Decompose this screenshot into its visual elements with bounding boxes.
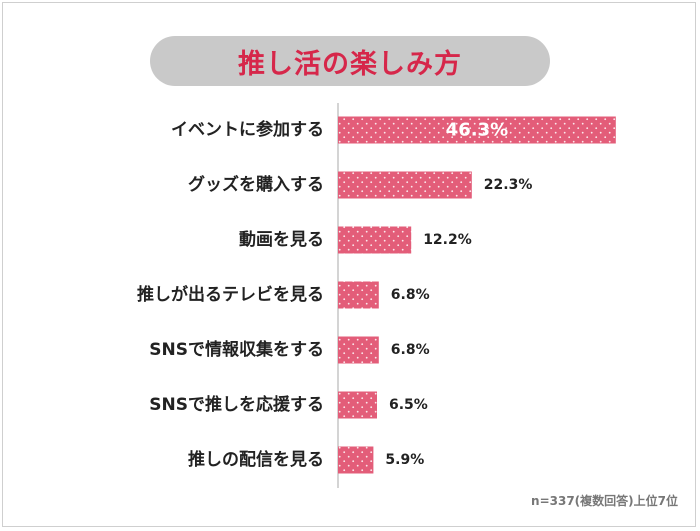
bar [338, 281, 379, 309]
category-label: 推しが出るテレビを見る [137, 284, 324, 305]
category-label: 動画を見る [239, 229, 324, 250]
value-label: 5.9% [385, 452, 424, 468]
category-label: グッズを購入する [188, 174, 324, 195]
value-label: 46.3% [446, 120, 508, 141]
value-label: 6.5% [389, 397, 428, 413]
category-label: 推しの配信を見る [188, 449, 324, 470]
value-label: 22.3% [484, 177, 533, 193]
sample-note: n=337(複数回答)上位7位 [531, 494, 678, 508]
value-label: 12.2% [423, 232, 472, 248]
chart-title: 推し活の楽しみ方 [150, 36, 550, 86]
bar [338, 336, 379, 364]
bar [338, 116, 616, 144]
bar [338, 446, 374, 474]
category-label: SNSで推しを応援する [149, 394, 324, 415]
value-label: 6.8% [391, 342, 430, 358]
bar [338, 171, 472, 199]
category-label: SNSで情報収集をする [149, 339, 324, 360]
category-label: イベントに参加する [171, 119, 324, 140]
bar [338, 391, 377, 419]
value-label: 6.8% [391, 287, 430, 303]
bar [338, 226, 412, 254]
